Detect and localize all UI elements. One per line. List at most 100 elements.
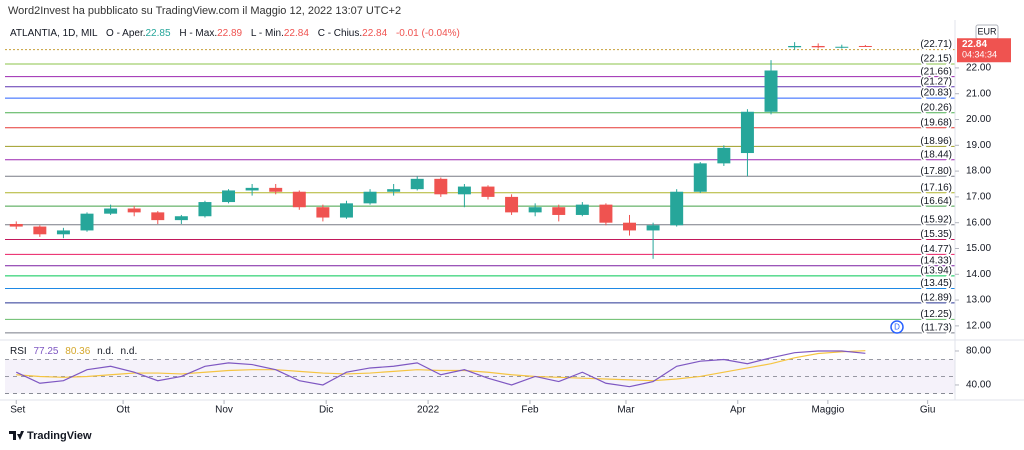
level-label: (18.96): [920, 136, 952, 147]
event-marker: D: [894, 323, 900, 332]
candle-body: [292, 191, 306, 208]
candle-body: [174, 216, 188, 221]
level-label: (15.92): [920, 214, 952, 225]
level-label: (17.80): [920, 166, 952, 177]
brand-logo: TradingView: [9, 430, 92, 442]
candle-body: [33, 226, 47, 235]
y-tick-label: 16.00: [966, 217, 991, 228]
rsi-na: n.d.: [97, 346, 114, 357]
candle-body: [245, 187, 259, 191]
logo-shape: [9, 431, 24, 440]
candle-body: [717, 147, 731, 164]
ohlc-value: 22.84: [284, 28, 309, 39]
candle-body: [198, 202, 212, 217]
y-tick-label: 13.00: [966, 295, 991, 306]
symbol: ATLANTIA, 1D, MIL: [10, 28, 98, 39]
candle-body: [56, 230, 70, 235]
level-label: (20.26): [920, 102, 952, 113]
level-label: (18.44): [920, 149, 952, 160]
rsi-legend: RSI 77.25 80.36 n.d. n.d.: [10, 346, 137, 357]
y-tick-label: 12.00: [966, 321, 991, 332]
x-tick-label: Giu: [920, 405, 936, 416]
ohlc-value: 22.84: [362, 28, 387, 39]
rsi-value: 77.25: [33, 346, 58, 357]
candle-body: [575, 204, 589, 215]
candle-body: [104, 208, 118, 214]
ohlc-value: 22.89: [217, 28, 242, 39]
candle-body: [387, 189, 401, 192]
plot: [5, 42, 955, 394]
candle-body: [788, 45, 802, 48]
candle-body: [599, 204, 613, 223]
x-tick-label: Maggio: [811, 405, 844, 416]
level-label: (21.66): [920, 66, 952, 77]
level-label: (13.94): [920, 265, 952, 276]
level-label: (16.64): [920, 196, 952, 207]
ohlc-label: O - Aper.: [106, 28, 145, 39]
rsi-ma-line: [16, 350, 866, 382]
candle-body: [316, 207, 330, 218]
level-label: (20.83): [920, 88, 952, 99]
candle-body: [363, 191, 377, 204]
candle-body: [670, 191, 684, 226]
level-label: (22.15): [920, 54, 952, 65]
candle-body: [623, 222, 636, 231]
candle-body: [457, 186, 471, 195]
candle-body: [693, 163, 707, 192]
y-tick-label: 14.00: [966, 269, 991, 280]
x-tick-label: 2022: [417, 405, 440, 416]
y-tick-label: 21.00: [966, 88, 991, 99]
y-tick-label: 15.00: [966, 243, 991, 254]
candle-body: [80, 213, 94, 231]
level-label: (21.27): [920, 76, 952, 87]
ohlc-label: H - Max.: [179, 28, 217, 39]
y-tick-label: 18.00: [966, 166, 991, 177]
rsi-y-tick-label: 80.00: [966, 346, 991, 357]
y-tick-label: 17.00: [966, 192, 991, 203]
candle-body: [528, 207, 542, 213]
x-tick-label: Ott: [116, 405, 130, 416]
y-tick-label: 22.00: [966, 63, 991, 74]
candle-body: [858, 45, 872, 47]
currency: EUR: [977, 26, 997, 36]
ohlc-label: C - Chius.: [318, 28, 362, 39]
x-tick-label: Mar: [617, 405, 635, 416]
candle-body: [339, 203, 353, 218]
level-label: (11.73): [921, 322, 952, 333]
x-tick-label: Feb: [521, 405, 539, 416]
level-label: (19.68): [920, 117, 952, 128]
rsi-y-tick-label: 40.00: [966, 380, 991, 391]
candle-body: [835, 46, 849, 48]
candle-body: [127, 208, 141, 213]
level-label: (22.71): [920, 39, 952, 50]
level-label: (14.77): [920, 244, 952, 255]
candle-body: [764, 70, 778, 112]
event-icon[interactable]: [890, 320, 904, 334]
candle-body: [646, 225, 660, 231]
candle-body: [505, 196, 519, 213]
price-badge: [957, 38, 1011, 63]
chart-title: Word2Invest ha pubblicato su TradingView…: [8, 5, 401, 17]
rsi-name: RSI: [10, 346, 27, 357]
ohlc-label: L - Min.: [251, 28, 284, 39]
candle-body: [481, 186, 495, 197]
y-tick-label: 19.00: [966, 140, 991, 151]
candle-body: [434, 178, 448, 195]
level-label: (13.45): [920, 278, 952, 289]
level-label: (17.16): [920, 182, 952, 193]
change: -0.01 (-0.04%): [396, 28, 460, 39]
candle-body: [151, 212, 165, 221]
countdown: 04:34:34: [962, 50, 997, 60]
rsi-na: n.d.: [121, 346, 138, 357]
x-tick-label: Set: [10, 405, 25, 416]
x-tick-label: Dic: [319, 405, 333, 416]
candle-body: [410, 178, 424, 190]
x-tick-label: Nov: [215, 405, 233, 416]
x-tick-label: Apr: [730, 405, 746, 416]
ohlc-value: 22.85: [146, 28, 171, 39]
y-tick-label: 20.00: [966, 114, 991, 125]
candle-body: [552, 207, 566, 215]
candle-body: [740, 111, 754, 154]
candle-body: [811, 45, 825, 48]
